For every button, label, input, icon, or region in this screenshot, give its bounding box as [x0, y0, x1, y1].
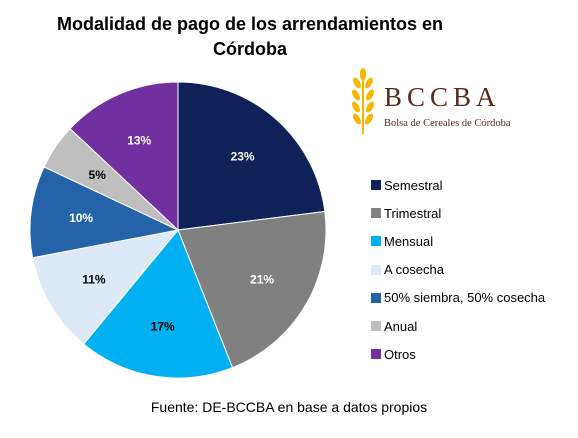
chart-title-line-1: Modalidad de pago de los arrendamientos … [56, 14, 444, 34]
legend-item: Otros [371, 340, 545, 368]
legend-label: Semestral [384, 177, 443, 193]
legend-label: A cosecha [384, 262, 444, 278]
legend-item: Mensual [371, 227, 545, 255]
pie-slice-label-0: 23% [231, 150, 255, 164]
legend-item: 50% siembra, 50% cosecha [371, 284, 545, 312]
legend-item: Semestral [371, 171, 545, 199]
legend-swatch [371, 349, 381, 360]
chart-legend: Semestral Trimestral Mensual A cosecha 50% s… [371, 171, 545, 368]
legend-label: Trimestral [384, 205, 442, 221]
pie-slice-label-6: 13% [127, 133, 151, 147]
legend-label: Anual [384, 318, 418, 334]
pie-slice-label-3: 11% [82, 273, 106, 287]
chart-title-line-2: Córdoba [213, 39, 287, 59]
pie-slice-label-4: 10% [69, 211, 93, 225]
legend-label: 50% siembra, 50% cosecha [384, 290, 546, 306]
legend-swatch [371, 264, 381, 275]
legend-swatch [371, 236, 381, 247]
pie-slice-1 [177, 210, 327, 369]
pie-slice-label-5: 5% [89, 168, 107, 182]
source-note: Fuente: DE-BCCBA en base a datos propios [150, 399, 428, 415]
legend-swatch [371, 180, 381, 191]
pie-slice-label-2: 17% [151, 319, 175, 333]
pie-slice-4 [29, 166, 180, 259]
legend-item: Anual [371, 312, 545, 340]
logo-name: BCCBA [384, 82, 501, 112]
legend-item: A cosecha [371, 256, 545, 284]
legend-label: Mensual [384, 233, 434, 249]
legend-swatch [371, 208, 381, 219]
logo-subtitle: Bolsa de Cereales de Córdoba [384, 118, 511, 129]
legend-swatch [371, 321, 381, 332]
pie-slice-label-1: 21% [250, 273, 274, 287]
pie-slice-6 [69, 81, 179, 232]
legend-swatch [371, 292, 381, 303]
wheat-icon [352, 68, 374, 134]
chart-title: Modalidad de pago de los arrendamientos … [40, 12, 460, 62]
pie-slice-0 [177, 81, 326, 231]
bccba-logo: BCCBA Bolsa de Cereales de Córdoba [346, 66, 546, 136]
pie-slice-3 [32, 229, 180, 345]
legend-item: Trimestral [371, 199, 545, 227]
legend-label: Otros [384, 346, 416, 362]
pie-slice-2 [82, 229, 234, 379]
